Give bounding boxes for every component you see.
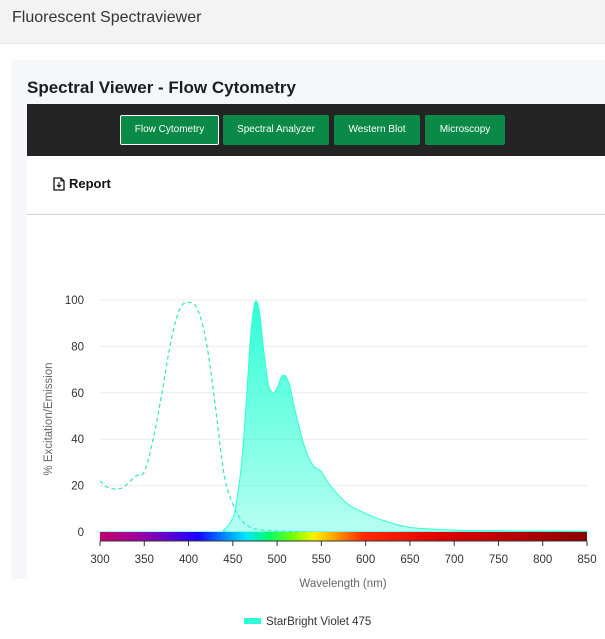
x-tick-label: 400 bbox=[179, 554, 198, 566]
x-tick-label: 350 bbox=[135, 554, 154, 566]
y-tick-label: 20 bbox=[71, 481, 84, 493]
tab-bar: Flow Cytometry Spectral Analyzer Western… bbox=[27, 104, 605, 156]
wavelength-color-bar bbox=[100, 532, 587, 541]
y-tick-label: 60 bbox=[71, 388, 84, 400]
y-tick-label: 40 bbox=[71, 434, 84, 446]
page-title: Spectral Viewer - Flow Cytometry bbox=[27, 78, 296, 97]
x-tick-label: 600 bbox=[356, 554, 375, 566]
tab-flow-cytometry[interactable]: Flow Cytometry bbox=[120, 115, 219, 145]
x-tick-label: 650 bbox=[400, 554, 419, 566]
chart-ticks: 0 20 40 60 80 100 300 350 400 450 500 550 600 650 700 7… bbox=[65, 295, 597, 566]
app-header: Fluorescent Spectraviewer bbox=[0, 0, 605, 44]
chart-series bbox=[99, 300, 588, 533]
emission-area bbox=[100, 300, 588, 533]
divider bbox=[27, 214, 605, 215]
x-tick-label: 500 bbox=[267, 554, 286, 566]
x-tick-label: 300 bbox=[90, 554, 109, 566]
app-title: Fluorescent Spectraviewer bbox=[12, 9, 202, 26]
tab-western-blot[interactable]: Western Blot bbox=[334, 115, 420, 145]
document-export-icon bbox=[53, 176, 65, 191]
tab-microscopy[interactable]: Microscopy bbox=[425, 115, 505, 145]
y-tick-label: 100 bbox=[65, 295, 84, 307]
tab-spectral-analyzer[interactable]: Spectral Analyzer bbox=[223, 115, 329, 145]
y-axis-label: % Excitation/Emission bbox=[43, 362, 55, 475]
excitation-curve bbox=[99, 301, 587, 533]
chart-area: Report bbox=[27, 156, 605, 628]
report-button[interactable]: Report bbox=[53, 176, 111, 191]
x-axis-label: Wavelength (nm) bbox=[299, 578, 386, 590]
x-tick-label: 850 bbox=[577, 554, 596, 566]
legend-swatch bbox=[244, 618, 261, 624]
x-tick-label: 550 bbox=[312, 554, 331, 566]
report-label: Report bbox=[69, 176, 111, 191]
y-tick-label: 80 bbox=[71, 341, 84, 353]
spectral-viewer-panel: Spectral Viewer - Flow Cytometry Flow Cy… bbox=[11, 60, 605, 628]
chart-grid bbox=[100, 299, 587, 533]
x-tick-label: 450 bbox=[223, 554, 242, 566]
legend: StarBright Violet 475 bbox=[244, 616, 371, 628]
x-tick-label: 800 bbox=[533, 554, 552, 566]
legend-label: StarBright Violet 475 bbox=[266, 616, 371, 628]
spectrum-chart: 0 20 40 60 80 100 300 350 400 450 500 550 600 650 700 7… bbox=[43, 295, 597, 628]
x-tick-label: 700 bbox=[445, 554, 464, 566]
x-tick-label: 750 bbox=[489, 554, 508, 566]
y-tick-label: 0 bbox=[78, 527, 84, 539]
